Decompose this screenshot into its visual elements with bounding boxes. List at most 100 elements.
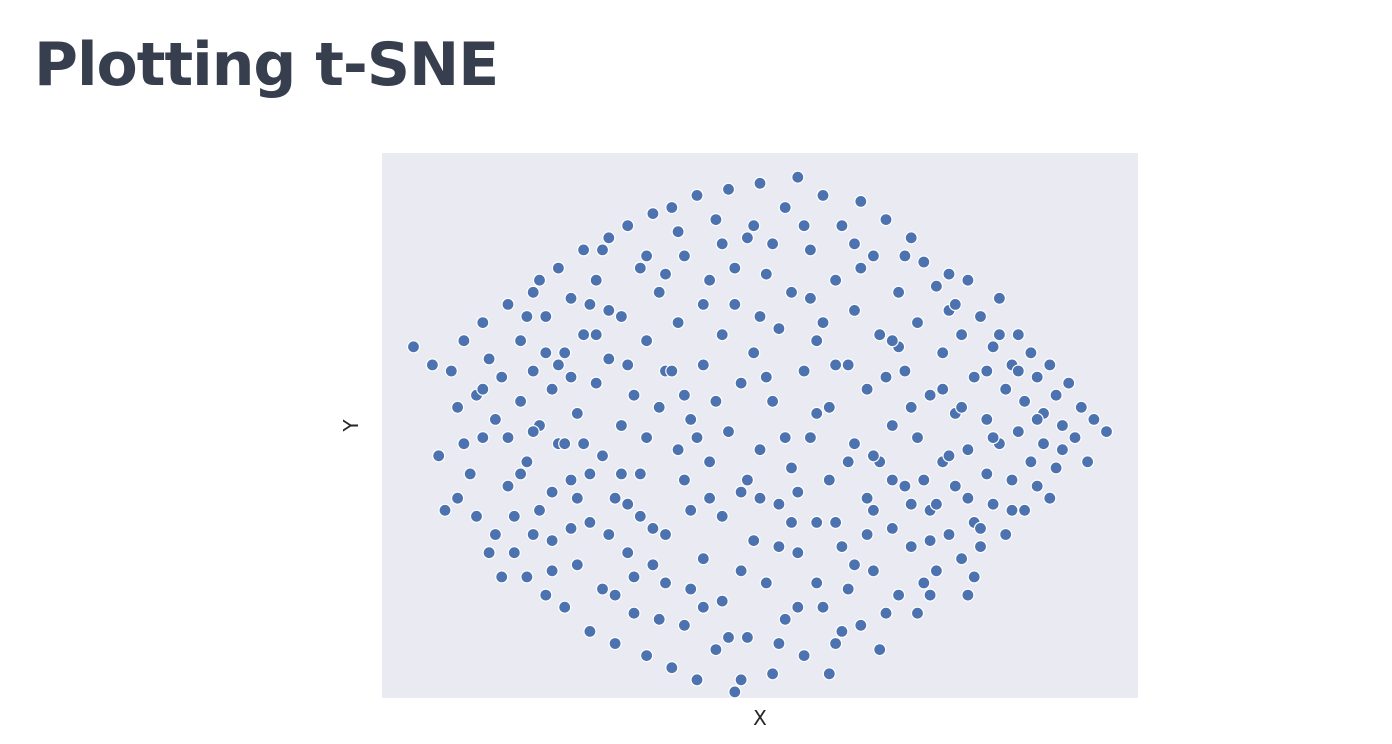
data-point — [847, 237, 862, 251]
data-point — [854, 261, 868, 275]
data-point — [1017, 503, 1032, 517]
data-point — [753, 491, 767, 505]
data-point — [999, 527, 1013, 542]
data-point — [797, 364, 811, 378]
data-point — [910, 606, 925, 620]
data-point — [589, 273, 603, 287]
data-point — [885, 418, 899, 433]
data-point — [936, 382, 950, 396]
data-point — [513, 394, 528, 408]
data-point — [627, 388, 641, 402]
data-point — [677, 473, 692, 487]
data-point — [772, 322, 786, 336]
data-point — [671, 225, 685, 239]
data-point — [765, 394, 780, 408]
data-point — [1049, 461, 1063, 475]
data-point — [835, 219, 849, 233]
data-point — [633, 467, 647, 481]
data-point — [759, 576, 773, 590]
data-point — [696, 358, 710, 372]
data-point — [495, 370, 509, 384]
data-point — [639, 431, 654, 445]
data-point — [841, 358, 855, 372]
data-point — [854, 618, 868, 632]
data-point — [728, 297, 742, 311]
data-point — [1074, 400, 1088, 414]
data-point — [841, 455, 855, 469]
data-point — [621, 219, 635, 233]
data-point — [457, 334, 471, 348]
data-point — [595, 582, 610, 596]
data-point — [917, 576, 931, 590]
data-point — [828, 273, 843, 287]
data-point — [929, 497, 944, 511]
data-point — [740, 473, 755, 487]
data-point — [658, 527, 673, 542]
data-point — [828, 358, 843, 372]
data-point — [614, 467, 629, 481]
data-point — [671, 316, 685, 330]
data-point — [602, 303, 616, 317]
data-point — [665, 661, 679, 675]
data-point — [954, 328, 969, 342]
data-point — [564, 291, 578, 305]
data-point — [784, 515, 799, 530]
data-point — [526, 285, 540, 299]
data-points — [406, 170, 1114, 699]
data-point — [923, 533, 937, 548]
data-point — [929, 279, 944, 293]
data-point — [873, 328, 887, 342]
data-point — [684, 412, 698, 426]
data-point — [765, 237, 780, 251]
plot-background — [382, 153, 1138, 698]
data-point — [803, 431, 818, 445]
data-point — [451, 400, 465, 414]
data-point — [835, 624, 849, 639]
data-point — [1030, 370, 1044, 384]
data-point — [646, 521, 660, 536]
data-point — [973, 309, 988, 324]
data-point — [772, 636, 786, 651]
data-point — [495, 570, 509, 584]
data-point — [747, 533, 761, 548]
data-point — [621, 546, 635, 560]
data-point — [633, 261, 647, 275]
data-point — [1099, 425, 1114, 439]
data-point — [980, 467, 994, 481]
data-point — [639, 249, 654, 263]
data-point — [954, 400, 969, 414]
data-point — [847, 303, 862, 317]
data-point — [520, 309, 534, 324]
data-point — [652, 612, 666, 626]
data-point — [690, 188, 704, 202]
data-point — [822, 473, 836, 487]
data-point — [797, 648, 811, 663]
data-point — [526, 527, 540, 542]
data-point — [728, 685, 742, 699]
data-point — [513, 334, 528, 348]
data-point — [791, 170, 805, 184]
data-point — [690, 431, 704, 445]
data-point — [614, 418, 629, 433]
data-point — [942, 449, 956, 463]
data-point — [1005, 503, 1019, 517]
data-point — [532, 503, 547, 517]
data-point — [1030, 412, 1044, 426]
data-point — [476, 431, 490, 445]
data-point — [1017, 394, 1032, 408]
data-point — [589, 376, 603, 390]
y-axis-label: Y — [339, 419, 363, 433]
data-point — [841, 582, 855, 596]
data-point — [482, 546, 496, 560]
data-point — [721, 630, 736, 645]
data-point — [614, 309, 629, 324]
data-point — [917, 255, 931, 269]
data-point — [980, 364, 994, 378]
data-point — [690, 673, 704, 687]
data-point — [570, 406, 584, 420]
data-point — [1011, 364, 1025, 378]
data-point — [734, 564, 748, 578]
data-point — [791, 546, 805, 560]
data-point — [564, 473, 578, 487]
data-point — [545, 382, 559, 396]
